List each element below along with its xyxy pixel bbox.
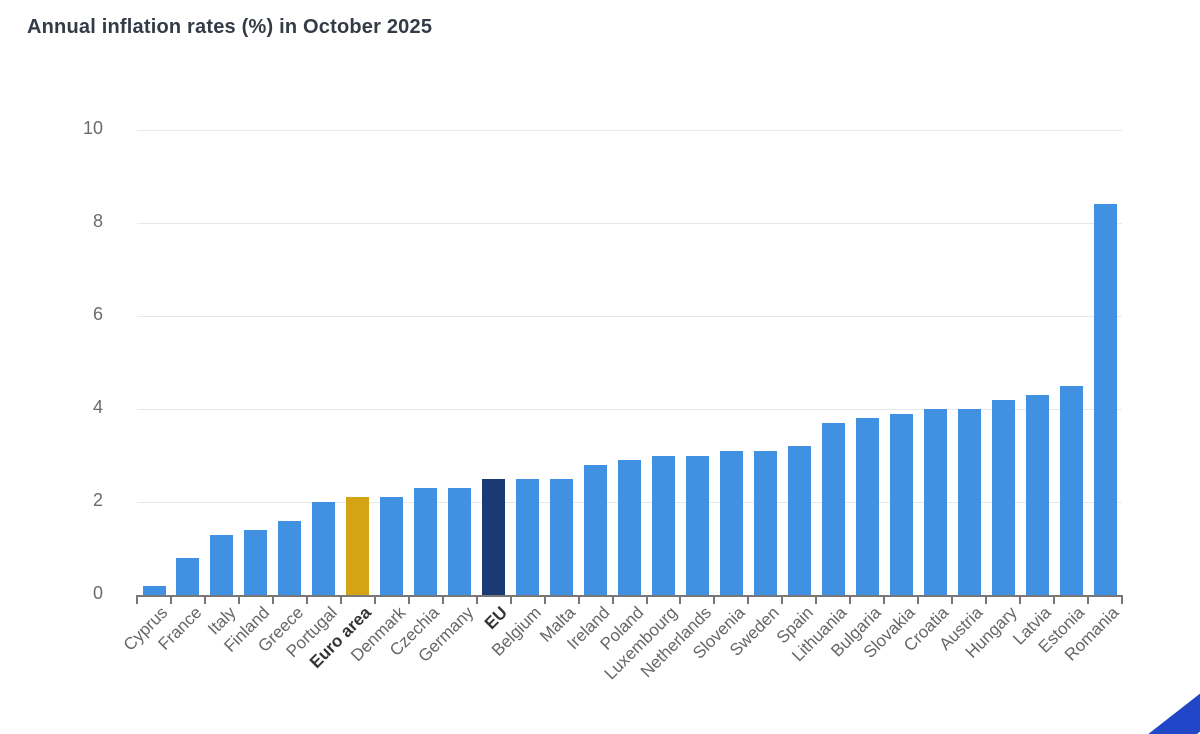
bar-malta[interactable]	[550, 478, 574, 596]
x-axis-tick	[543, 597, 546, 604]
x-axis-tick	[645, 597, 648, 604]
x-axis-tick	[713, 597, 716, 604]
x-axis-tick	[985, 597, 988, 604]
bar-luxembourg[interactable]	[652, 455, 675, 595]
bar-ireland[interactable]	[584, 464, 607, 595]
bar-cyprus[interactable]	[142, 585, 166, 595]
bar-sweden[interactable]	[753, 450, 777, 596]
x-axis-tick	[441, 597, 444, 604]
x-axis-tick	[305, 597, 308, 604]
bar-slovenia[interactable]	[719, 450, 743, 596]
y-axis-label: 0	[92, 583, 103, 603]
gridline-4	[137, 409, 1122, 410]
chart-title: Annual inflation rates (%) in October 20…	[27, 16, 433, 38]
bar-romania[interactable]	[1093, 204, 1117, 595]
bar-lithuania[interactable]	[821, 422, 845, 595]
bar-eu[interactable]	[482, 478, 506, 596]
x-axis-tick	[917, 597, 920, 604]
y-axis-label: 10	[82, 118, 103, 138]
x-axis-tick	[1121, 597, 1123, 604]
x-axis-tick	[475, 597, 478, 604]
x-axis-tick	[679, 597, 682, 604]
x-axis-tick	[373, 597, 376, 604]
bar-euro-area[interactable]	[346, 497, 370, 596]
y-axis-label: 4	[92, 397, 103, 417]
bar-czechia[interactable]	[414, 488, 438, 595]
y-axis-label: 6	[92, 304, 103, 324]
x-axis-tick	[1087, 597, 1089, 604]
bar-croatia[interactable]	[923, 409, 947, 595]
bar-slovakia[interactable]	[889, 413, 913, 595]
y-axis-label: 2	[92, 490, 103, 510]
x-axis-tick	[815, 597, 818, 604]
x-axis-tick	[237, 597, 240, 604]
x-axis-tick	[883, 597, 886, 604]
x-axis-tick	[170, 597, 172, 604]
x-axis-line	[136, 595, 1123, 597]
x-axis-tick	[136, 597, 138, 604]
bar-germany[interactable]	[448, 488, 472, 595]
x-axis-tick	[203, 597, 206, 604]
x-axis-tick	[951, 597, 954, 604]
x-axis-tick	[1019, 597, 1022, 604]
bar-latvia[interactable]	[1025, 395, 1049, 595]
x-axis-tick	[781, 597, 784, 604]
x-axis-tick	[509, 597, 512, 604]
x-axis-tick	[339, 597, 342, 604]
gridline-8	[137, 223, 1122, 224]
bar-hungary[interactable]	[991, 399, 1015, 595]
bar-belgium[interactable]	[516, 478, 540, 596]
x-axis-tick	[271, 597, 274, 604]
x-axis-tick	[1053, 597, 1056, 604]
bar-poland[interactable]	[618, 460, 641, 595]
gridline-6	[137, 316, 1122, 317]
bar-france[interactable]	[176, 557, 200, 595]
x-axis-tick	[849, 597, 852, 604]
bar-finland[interactable]	[244, 529, 268, 595]
bar-netherlands[interactable]	[685, 455, 709, 595]
bar-bulgaria[interactable]	[855, 418, 879, 595]
x-axis-tick	[747, 597, 750, 604]
bar-austria[interactable]	[957, 409, 981, 595]
x-axis-tick	[407, 597, 410, 604]
bar-denmark[interactable]	[380, 497, 404, 596]
x-axis-tick	[577, 597, 580, 604]
corner-accent-stripe	[1139, 679, 1200, 734]
bar-greece[interactable]	[278, 520, 302, 595]
y-axis-label: 8	[92, 211, 103, 231]
x-axis-tick	[611, 597, 614, 604]
bar-estonia[interactable]	[1059, 385, 1083, 596]
bar-spain[interactable]	[787, 446, 811, 595]
gridline-10	[137, 130, 1122, 131]
bar-portugal[interactable]	[312, 502, 336, 595]
bar-italy[interactable]	[210, 534, 234, 595]
